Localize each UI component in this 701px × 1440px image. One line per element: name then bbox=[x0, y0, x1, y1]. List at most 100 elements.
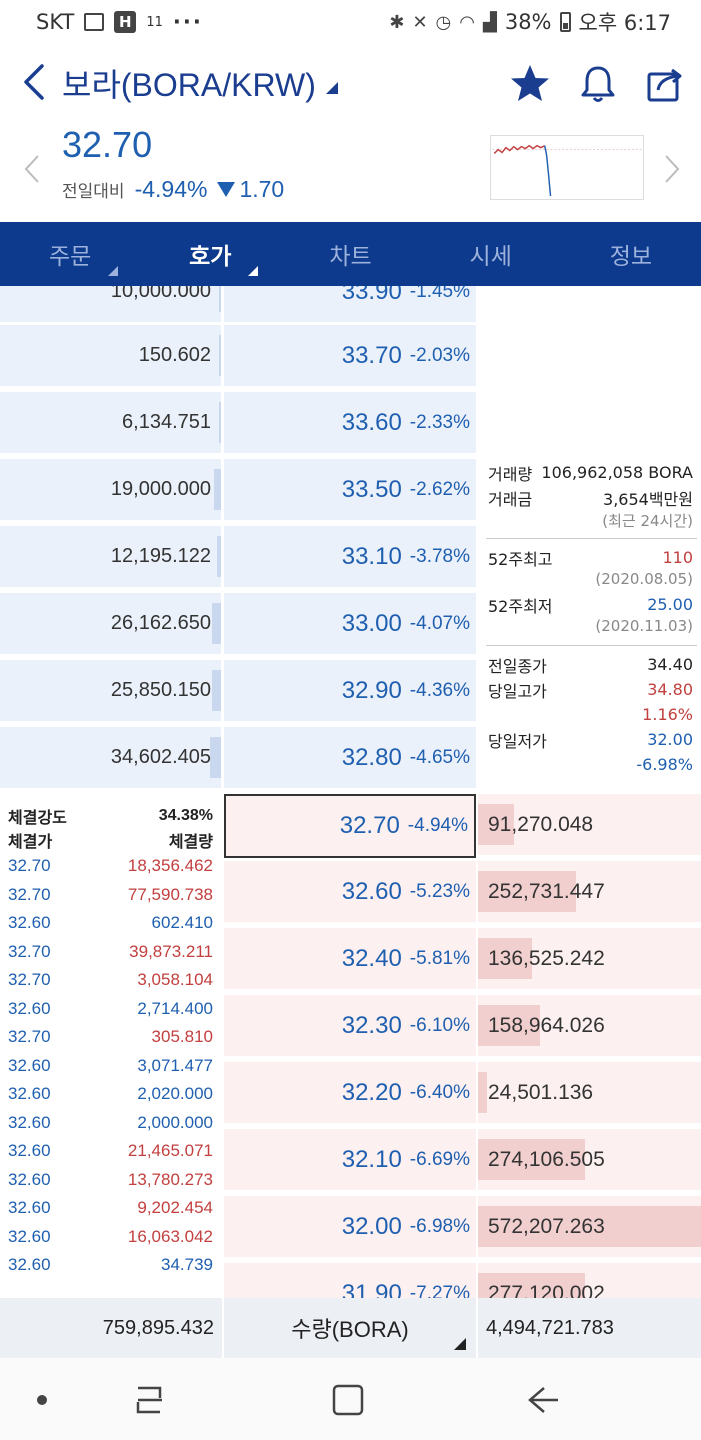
bid-price: 32.10 bbox=[341, 1145, 402, 1173]
app-header: 보라(BORA/KRW) bbox=[0, 44, 701, 124]
ask-quantity[interactable]: 10,000.000 bbox=[0, 286, 221, 325]
bid-bar bbox=[478, 1005, 541, 1046]
prev-coin-arrow-icon[interactable] bbox=[24, 154, 40, 184]
ask-rate: -1.45% bbox=[409, 286, 470, 302]
ask-quantity[interactable]: 19,000.000 bbox=[0, 459, 221, 523]
tab-chart-label: 차트 bbox=[329, 244, 372, 270]
ask-price-row[interactable]: 33.60 -2.33% bbox=[224, 392, 476, 456]
day-low-value: 32.00 bbox=[647, 730, 693, 749]
bid-quantity[interactable]: 91,270.048 bbox=[478, 794, 701, 858]
bid-quantity[interactable]: 572,207.263 bbox=[478, 1196, 701, 1260]
tab-trades[interactable]: 시세 bbox=[421, 222, 561, 286]
bid-price-row[interactable]: 31.90 -7.27% bbox=[224, 1263, 476, 1298]
bid-quantity[interactable]: 274,106.505 bbox=[478, 1129, 701, 1193]
trades-header: 체결가 체결량 bbox=[0, 828, 221, 852]
bid-price-row[interactable]: 32.60 -5.23% bbox=[224, 861, 476, 925]
bid-price-row[interactable]: 32.10 -6.69% bbox=[224, 1129, 476, 1193]
ask-bar bbox=[218, 335, 221, 376]
ask-price-row[interactable]: 32.90 -4.36% bbox=[224, 660, 476, 724]
trade-qty: 21,465.071 bbox=[127, 1141, 213, 1161]
bid-price-row[interactable]: 32.00 -6.98% bbox=[224, 1196, 476, 1260]
bid-rate: -4.94% bbox=[407, 815, 468, 836]
ask-price-row[interactable]: 33.10 -3.78% bbox=[224, 526, 476, 590]
bid-price-row[interactable]: 32.20 -6.40% bbox=[224, 1062, 476, 1126]
ask-bar bbox=[214, 469, 221, 510]
ask-price-row[interactable]: 33.90 -1.45% bbox=[224, 286, 476, 325]
ask-bar bbox=[216, 536, 221, 577]
small-status-text: 11 bbox=[146, 14, 163, 30]
bid-qty-text: 252,731.447 bbox=[488, 879, 605, 903]
bid-qty-text: 572,207.263 bbox=[488, 1214, 605, 1238]
ask-quantity[interactable]: 12,195.122 bbox=[0, 526, 221, 590]
bid-bar bbox=[478, 1206, 701, 1247]
next-coin-arrow-icon[interactable] bbox=[664, 154, 680, 184]
ask-price-row[interactable]: 32.80 -4.65% bbox=[224, 727, 476, 791]
trade-row: 32.60 34.739 bbox=[0, 1251, 221, 1280]
bid-price: 32.00 bbox=[341, 1212, 402, 1240]
trade-row: 32.70 18,356.462 bbox=[0, 852, 221, 881]
high52-row: 52주최고 110 bbox=[478, 545, 701, 570]
bid-price-row[interactable]: 32.40 -5.81% bbox=[224, 928, 476, 992]
trade-row: 32.70 39,873.211 bbox=[0, 938, 221, 967]
bid-quantity[interactable]: 158,964.026 bbox=[478, 995, 701, 1059]
divider bbox=[486, 645, 697, 646]
ask-bar bbox=[219, 286, 221, 312]
current-price: 32.70 bbox=[62, 124, 153, 165]
bid-quantity[interactable]: 24,501.136 bbox=[478, 1062, 701, 1126]
ask-qty-text: 150.602 bbox=[138, 344, 211, 366]
ask-rate: -2.03% bbox=[409, 344, 470, 366]
ask-quantity[interactable]: 25,850.150 bbox=[0, 660, 221, 724]
bid-qty-text: 91,270.048 bbox=[488, 812, 594, 836]
market-selector[interactable]: 보라(BORA/KRW) bbox=[62, 60, 338, 106]
alarm-bell-icon[interactable] bbox=[576, 62, 620, 106]
nav-dot-icon[interactable] bbox=[22, 1380, 62, 1420]
ask-price-row[interactable]: 33.00 -4.07% bbox=[224, 593, 476, 657]
unit-selector[interactable]: 수량(BORA) bbox=[222, 1298, 478, 1358]
low52-date: (2020.11.03) bbox=[595, 617, 693, 635]
prev-close-label: 전일종가 bbox=[488, 656, 547, 676]
trade-qty: 2,020.000 bbox=[137, 1084, 213, 1104]
back-arrow-icon[interactable] bbox=[20, 62, 50, 102]
mini-price-chart[interactable] bbox=[490, 135, 644, 200]
down-triangle-icon bbox=[217, 182, 236, 197]
trade-qty: 13,780.273 bbox=[127, 1169, 213, 1189]
bid-quantity[interactable]: 252,731.447 bbox=[478, 861, 701, 925]
tab-orderbook[interactable]: 호가 bbox=[140, 222, 280, 286]
signal-icon: ▟ bbox=[482, 11, 497, 33]
trade-price: 32.60 bbox=[8, 1055, 51, 1075]
ask-price: 33.60 bbox=[341, 408, 402, 436]
back-nav-icon[interactable] bbox=[522, 1380, 562, 1420]
ask-quantity[interactable]: 34,602.405 bbox=[0, 727, 221, 791]
recent-apps-icon[interactable] bbox=[130, 1380, 170, 1420]
ask-quantity[interactable]: 150.602 bbox=[0, 325, 221, 389]
trade-qty: 3,071.477 bbox=[137, 1055, 213, 1075]
current-price-row[interactable]: 32.70 -4.94% bbox=[224, 794, 476, 858]
bid-bar bbox=[478, 804, 514, 845]
trade-price: 32.60 bbox=[8, 1112, 51, 1132]
tab-chart[interactable]: 차트 bbox=[280, 222, 420, 286]
share-icon[interactable] bbox=[644, 62, 688, 106]
bid-qty-text: 277,120.002 bbox=[488, 1281, 605, 1299]
ask-price-row[interactable]: 33.70 -2.03% bbox=[224, 325, 476, 389]
trade-row: 32.60 2,000.000 bbox=[0, 1109, 221, 1138]
strength-value: 34.38% bbox=[158, 807, 213, 824]
bid-quantity[interactable]: 136,525.242 bbox=[478, 928, 701, 992]
clock: 오후 6:17 bbox=[578, 11, 671, 35]
ask-quantity[interactable]: 6,134.751 bbox=[0, 392, 221, 456]
bid-quantity[interactable]: 277,120.002 bbox=[478, 1263, 701, 1298]
tab-info[interactable]: 정보 bbox=[561, 222, 701, 286]
ask-bar bbox=[209, 737, 221, 778]
ask-bar bbox=[218, 402, 221, 443]
orderbook[interactable]: 10,000.000 33.90 -1.45% 150.602 33.70 -2.0… bbox=[0, 286, 701, 1298]
ask-rate: -4.36% bbox=[409, 679, 470, 701]
tab-order[interactable]: 주문 bbox=[0, 222, 140, 286]
volume-row: 거래량 106,962,058 BORA bbox=[478, 460, 701, 485]
low52-row: 52주최저 25.00 bbox=[478, 592, 701, 617]
bid-price-row[interactable]: 32.30 -6.10% bbox=[224, 995, 476, 1059]
favorite-star-icon[interactable] bbox=[508, 62, 552, 106]
trade-qty: 34.739 bbox=[161, 1255, 213, 1275]
ask-price-row[interactable]: 33.50 -2.62% bbox=[224, 459, 476, 523]
home-icon[interactable] bbox=[328, 1380, 368, 1420]
ask-quantity[interactable]: 26,162.650 bbox=[0, 593, 221, 657]
ask-qty-text: 12,195.122 bbox=[110, 545, 211, 567]
